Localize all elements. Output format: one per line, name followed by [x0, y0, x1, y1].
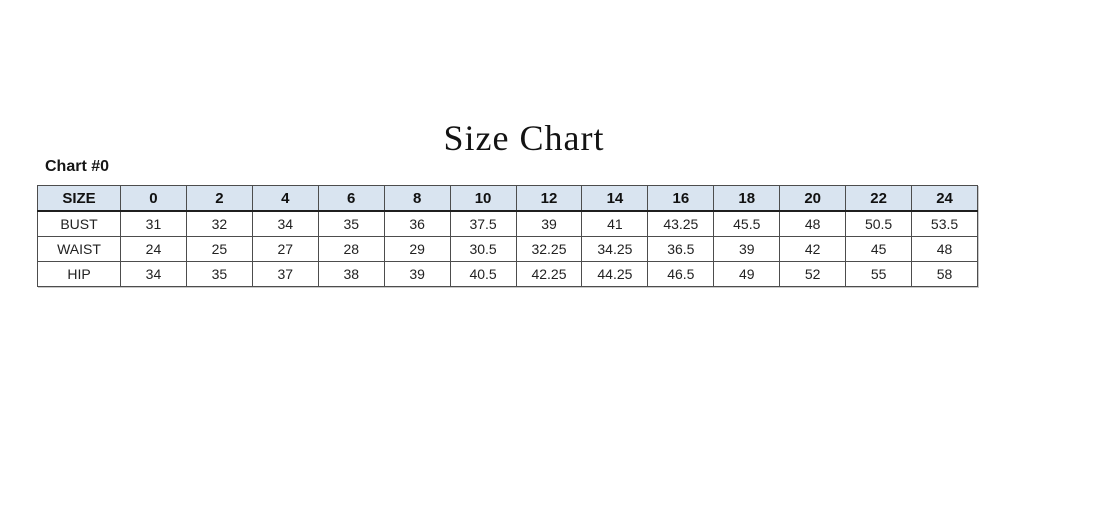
row-label: BUST	[37, 210, 121, 237]
measurement-cell: 36	[383, 210, 451, 237]
measurement-cell: 32.25	[515, 236, 583, 262]
size-column-header: 4	[251, 185, 319, 212]
measurement-cell: 29	[383, 236, 451, 262]
measurement-cell: 24	[120, 236, 187, 262]
size-column-header: 18	[713, 185, 781, 212]
size-chart-table: SIZE 0 2 4 6 8 10 12 14 16 18 20 22 24 BUST 31 32 34 35 36…	[37, 185, 978, 287]
measurement-cell: 39	[713, 236, 781, 262]
size-column-header: 12	[515, 185, 583, 212]
measurement-cell: 42	[779, 236, 847, 262]
size-column-header: 20	[779, 185, 847, 212]
table-row: WAIST 24 25 27 28 29 30.5 32.25 34.25 36.5 39 42 45 4…	[37, 236, 978, 262]
measurement-cell: 25	[185, 236, 253, 262]
measurement-cell: 46.5	[647, 261, 715, 287]
page-title: Size Chart	[443, 118, 605, 158]
size-column-header: 8	[383, 185, 451, 212]
measurement-cell: 53.5	[911, 210, 978, 237]
size-column-header: 2	[185, 185, 253, 212]
table-header-row: SIZE 0 2 4 6 8 10 12 14 16 18 20 22 24	[37, 185, 978, 212]
size-column-header: 16	[647, 185, 715, 212]
table-row: BUST 31 32 34 35 36 37.5 39 41 43.25 45.5 48 50.5 53.…	[37, 210, 978, 237]
size-column-header: 0	[120, 185, 187, 212]
size-column-header: 24	[911, 185, 978, 212]
measurement-cell: 34.25	[581, 236, 649, 262]
measurement-cell: 40.5	[449, 261, 517, 287]
table-header: SIZE 0 2 4 6 8 10 12 14 16 18 20 22 24	[37, 185, 978, 212]
measurement-cell: 43.25	[647, 210, 715, 237]
measurement-cell: 30.5	[449, 236, 517, 262]
measurement-cell: 48	[779, 210, 847, 237]
measurement-cell: 34	[251, 210, 319, 237]
table-body: BUST 31 32 34 35 36 37.5 39 41 43.25 45.5 48 50.5 53.…	[37, 210, 978, 287]
measurement-cell: 36.5	[647, 236, 715, 262]
measurement-cell: 35	[185, 261, 253, 287]
row-label: HIP	[37, 261, 121, 287]
measurement-cell: 58	[911, 261, 978, 287]
measurement-cell: 39	[383, 261, 451, 287]
measurement-cell: 55	[845, 261, 913, 287]
measurement-cell: 35	[317, 210, 385, 237]
chart-number-label: Chart #0	[45, 158, 110, 175]
row-label: WAIST	[37, 236, 121, 262]
measurement-cell: 34	[120, 261, 187, 287]
measurement-cell: 49	[713, 261, 781, 287]
measurement-cell: 48	[911, 236, 978, 262]
size-column-header: 22	[845, 185, 913, 212]
measurement-cell: 37	[251, 261, 319, 287]
size-column-header: 14	[581, 185, 649, 212]
measurement-cell: 42.25	[515, 261, 583, 287]
measurement-cell: 27	[251, 236, 319, 262]
measurement-cell: 44.25	[581, 261, 649, 287]
measurement-cell: 41	[581, 210, 649, 237]
measurement-cell: 37.5	[449, 210, 517, 237]
measurement-cell: 45	[845, 236, 913, 262]
size-header-cell: SIZE	[37, 185, 121, 212]
measurement-cell: 50.5	[845, 210, 913, 237]
measurement-cell: 28	[317, 236, 385, 262]
measurement-cell: 32	[185, 210, 253, 237]
table-row: HIP 34 35 37 38 39 40.5 42.25 44.25 46.5 49 52 55 58	[37, 261, 978, 287]
measurement-cell: 38	[317, 261, 385, 287]
measurement-cell: 52	[779, 261, 847, 287]
measurement-cell: 31	[120, 210, 187, 237]
measurement-cell: 39	[515, 210, 583, 237]
size-column-header: 6	[317, 185, 385, 212]
measurement-cell: 45.5	[713, 210, 781, 237]
size-column-header: 10	[449, 185, 517, 212]
